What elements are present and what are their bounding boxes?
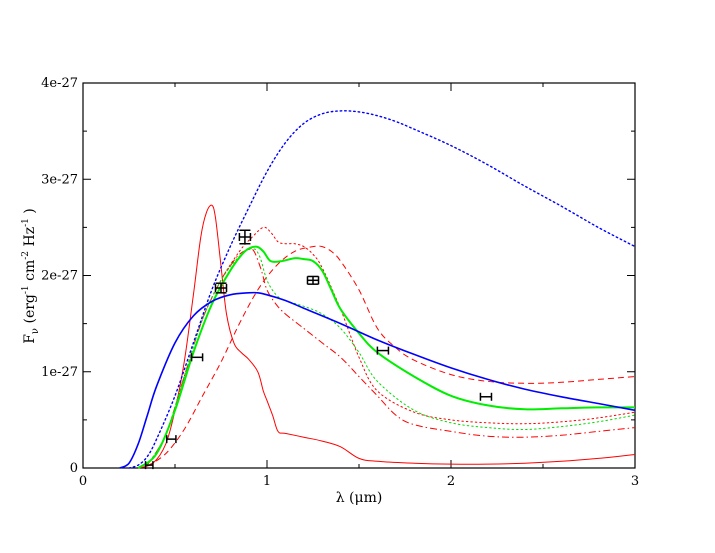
data-point: [165, 435, 177, 444]
x-axis-label: λ (μm): [336, 490, 383, 506]
x-tick-label: 0: [79, 474, 87, 489]
plot-frame: [82, 82, 636, 469]
y-axis-label: Fν (erg-1 cm-2 Hz-1 ): [21, 208, 41, 344]
series-line-blue-solid: [119, 291, 636, 469]
data-points-layer: [144, 229, 493, 470]
data-point: [376, 346, 390, 355]
data-point: [144, 461, 154, 470]
data-point: [214, 282, 228, 294]
y-tick-label: 3e-27: [41, 172, 78, 187]
svg-text:Fν (erg-1 cm-2 Hz-1 ): Fν (erg-1 cm-2 Hz-1 ): [21, 208, 41, 344]
x-tick-label: 1: [263, 474, 271, 489]
y-tick-label: 1e-27: [41, 365, 78, 380]
data-point: [306, 275, 320, 285]
series-line-green-dotted: [146, 248, 636, 466]
series-line-blue-dotted: [128, 110, 636, 469]
series-line-red-solid: [138, 204, 636, 469]
series-line-green-solid: [137, 245, 636, 469]
x-tick-label: 3: [631, 474, 639, 489]
y-tick-label: 2e-27: [41, 269, 78, 284]
data-point: [190, 353, 204, 362]
data-point: [479, 392, 493, 401]
x-tick-label: 2: [447, 474, 455, 489]
data-point: [238, 229, 252, 245]
y-tick-label: 0: [70, 461, 78, 476]
axis-ticks: 0 1 2 3 0 1e-27 2e-27 3e-27 4e-27: [41, 76, 639, 489]
y-tick-label: 4e-27: [41, 76, 78, 91]
series-layer: [119, 110, 636, 469]
series-line-red-dashed: [147, 245, 636, 467]
